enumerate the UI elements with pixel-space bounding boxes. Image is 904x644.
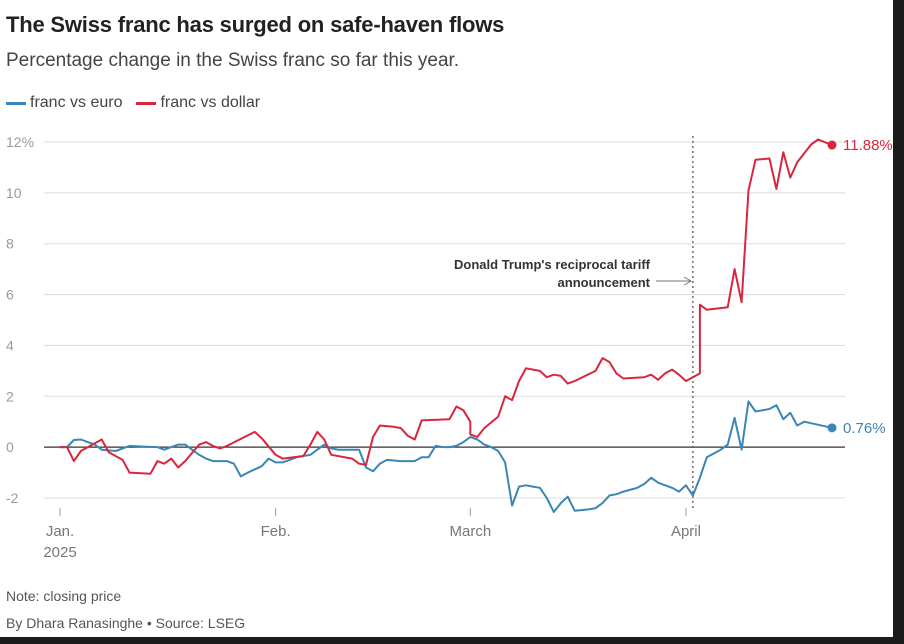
y-tick-label: 8 — [6, 236, 14, 252]
x-tick-label: Feb. — [261, 523, 291, 540]
series-end-label: 11.88% — [843, 137, 893, 154]
y-tick-label: 0 — [6, 439, 14, 455]
legend-item-franc-vs-euro: franc vs euro — [6, 94, 122, 112]
legend-swatch-euro — [6, 101, 26, 105]
line-chart: 12% 10 8 6 4 2 0 -2 Jan. 2025 Feb. March April Donald… — [6, 134, 893, 561]
y-tick-label: 4 — [6, 337, 14, 353]
annotation-text-line-2: announcement — [558, 275, 651, 290]
legend-swatch-dollar — [136, 101, 157, 105]
chart-subtitle: Percentage change in the Swiss franc so … — [6, 50, 460, 71]
series-line-franc-vs-dollar — [59, 138, 833, 475]
y-tick-label: 12% — [6, 134, 34, 150]
footer-note: Note: closing price — [6, 588, 122, 604]
chart-card: The Swiss franc has surged on safe-haven… — [0, 0, 893, 637]
series-end-point — [827, 423, 837, 433]
x-tick-label: Jan. — [46, 523, 74, 540]
y-tick-label: 10 — [6, 185, 22, 201]
x-tick-sublabel: 2025 — [43, 544, 76, 561]
footer-source: By Dhara Ranasinghe • Source: LSEG — [6, 615, 246, 631]
annotation-arrow-head — [683, 276, 693, 286]
x-tick-label: April — [671, 523, 701, 540]
legend: franc vs euro franc vs dollar — [6, 94, 260, 112]
x-tick-label: March — [449, 523, 491, 540]
legend-label-dollar: franc vs dollar — [160, 94, 261, 111]
y-tick-label: -2 — [6, 490, 19, 506]
legend-label-euro: franc vs euro — [30, 94, 123, 111]
legend-item-franc-vs-dollar: franc vs dollar — [136, 94, 260, 112]
series-end-point — [827, 140, 837, 150]
chart-title: The Swiss franc has surged on safe-haven… — [6, 12, 505, 37]
y-tick-label: 2 — [6, 388, 14, 404]
series-end-label: 0.76% — [843, 420, 886, 437]
y-tick-label: 6 — [6, 287, 14, 303]
annotation-text-line-1: Donald Trump's reciprocal tariff — [454, 257, 651, 272]
series-line-franc-vs-euro — [59, 400, 833, 513]
